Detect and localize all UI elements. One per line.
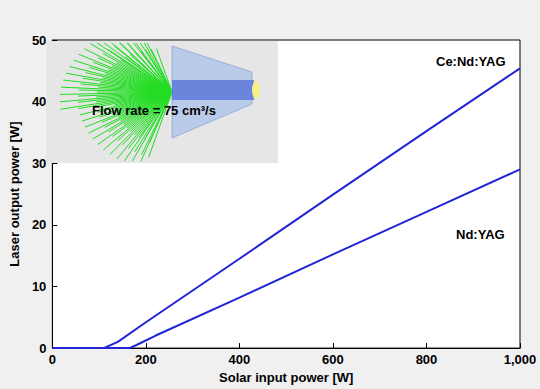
svg-text:Ce:Nd:YAG: Ce:Nd:YAG (436, 54, 506, 69)
svg-text:600: 600 (322, 352, 344, 367)
svg-text:400: 400 (229, 352, 251, 367)
svg-text:Laser output power [W]: Laser output power [W] (7, 121, 22, 266)
svg-text:0: 0 (39, 341, 46, 356)
svg-text:Nd:YAG: Nd:YAG (456, 227, 505, 242)
svg-text:10: 10 (32, 279, 46, 294)
svg-text:20: 20 (32, 217, 46, 232)
svg-text:0: 0 (49, 352, 56, 367)
svg-text:40: 40 (32, 94, 46, 109)
svg-text:30: 30 (32, 156, 46, 171)
svg-text:50: 50 (32, 33, 46, 48)
svg-text:Solar input power [W]: Solar input power [W] (219, 370, 353, 385)
svg-text:Flow rate = 75 cm³/s: Flow rate = 75 cm³/s (92, 103, 216, 118)
svg-text:1,000: 1,000 (504, 352, 537, 367)
svg-text:800: 800 (416, 352, 438, 367)
svg-text:200: 200 (135, 352, 157, 367)
